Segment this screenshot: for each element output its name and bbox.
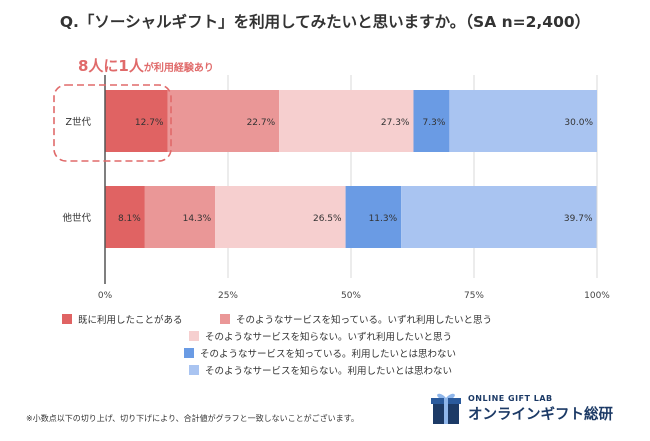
legend-swatch-2 bbox=[189, 331, 199, 341]
bar-segment bbox=[215, 186, 346, 248]
highlight-box bbox=[53, 84, 172, 162]
legend-swatch-1 bbox=[220, 314, 230, 324]
gift-box-icon bbox=[431, 393, 461, 424]
bar-segment bbox=[279, 90, 414, 152]
footnote: ※小数点以下の切り上げ、切り下げにより、合計値がグラフと一致しないことがございま… bbox=[26, 414, 359, 423]
bar-segment bbox=[144, 186, 216, 248]
bar-segment bbox=[167, 90, 280, 152]
legend-swatch-3 bbox=[184, 348, 194, 358]
data-label: 27.3% bbox=[381, 118, 410, 128]
x-tick-label: 100% bbox=[584, 291, 610, 301]
x-tick-label: 0% bbox=[98, 291, 113, 301]
data-label: 7.3% bbox=[423, 118, 446, 128]
logo-subtitle: ONLINE GIFT LAB bbox=[468, 394, 553, 403]
brand-logo: ONLINE GIFT LAB オンラインギフト総研 bbox=[430, 392, 613, 426]
data-label: 14.3% bbox=[183, 214, 212, 224]
legend-label-2: そのようなサービスを知らない。いずれ利用したいと思う bbox=[205, 332, 453, 343]
bar-segment bbox=[105, 186, 145, 248]
data-label: 26.5% bbox=[313, 214, 342, 224]
legend-item-2: そのようなサービスを知らない。いずれ利用したいと思う bbox=[189, 329, 452, 343]
legend-item-1: そのようなサービスを知っている。いずれ利用したいと思う bbox=[220, 312, 492, 326]
legend-swatch-0 bbox=[62, 314, 72, 324]
logo-title: オンラインギフト総研 bbox=[468, 407, 613, 423]
callout-sub: が利用経験あり bbox=[143, 63, 214, 74]
data-label: 11.3% bbox=[369, 214, 398, 224]
category-label: Z世代 bbox=[65, 116, 91, 128]
legend-swatch-4 bbox=[189, 365, 199, 375]
data-label: 8.1% bbox=[118, 214, 141, 224]
bar-segment bbox=[105, 90, 168, 152]
legend-item-3: そのようなサービスを知っている。利用したいとは思わない bbox=[184, 346, 456, 360]
x-tick-label: 25% bbox=[218, 291, 238, 301]
data-label: 39.7% bbox=[564, 214, 593, 224]
bar-segment bbox=[449, 90, 597, 152]
x-tick-label: 75% bbox=[464, 291, 484, 301]
legend-label-0: 既に利用したことがある bbox=[78, 315, 183, 326]
bar-segment bbox=[345, 186, 402, 248]
bar-segment bbox=[401, 186, 597, 248]
callout-annotation: 8人に1人が利用経験あり bbox=[78, 55, 214, 76]
data-label: 22.7% bbox=[247, 118, 276, 128]
legend-label-4: そのようなサービスを知らない。利用したいとは思わない bbox=[205, 366, 453, 377]
x-tick-label: 50% bbox=[341, 291, 361, 301]
category-label: 他世代 bbox=[62, 212, 91, 224]
legend-label-1: そのようなサービスを知っている。いずれ利用したいと思う bbox=[236, 315, 493, 326]
chart-title: Q.「ソーシャルギフト」を利用してみたいと思いますか。（SA n=2,400） bbox=[59, 13, 591, 31]
bar-segment bbox=[413, 90, 450, 152]
legend-item-4: そのようなサービスを知らない。利用したいとは思わない bbox=[189, 363, 452, 377]
legend-item-0: 既に利用したことがある bbox=[62, 312, 183, 326]
callout-main: 8人に1人 bbox=[78, 57, 144, 75]
data-label: 30.0% bbox=[564, 118, 593, 128]
legend-label-3: そのようなサービスを知っている。利用したいとは思わない bbox=[200, 349, 457, 360]
data-label: 12.7% bbox=[135, 118, 164, 128]
